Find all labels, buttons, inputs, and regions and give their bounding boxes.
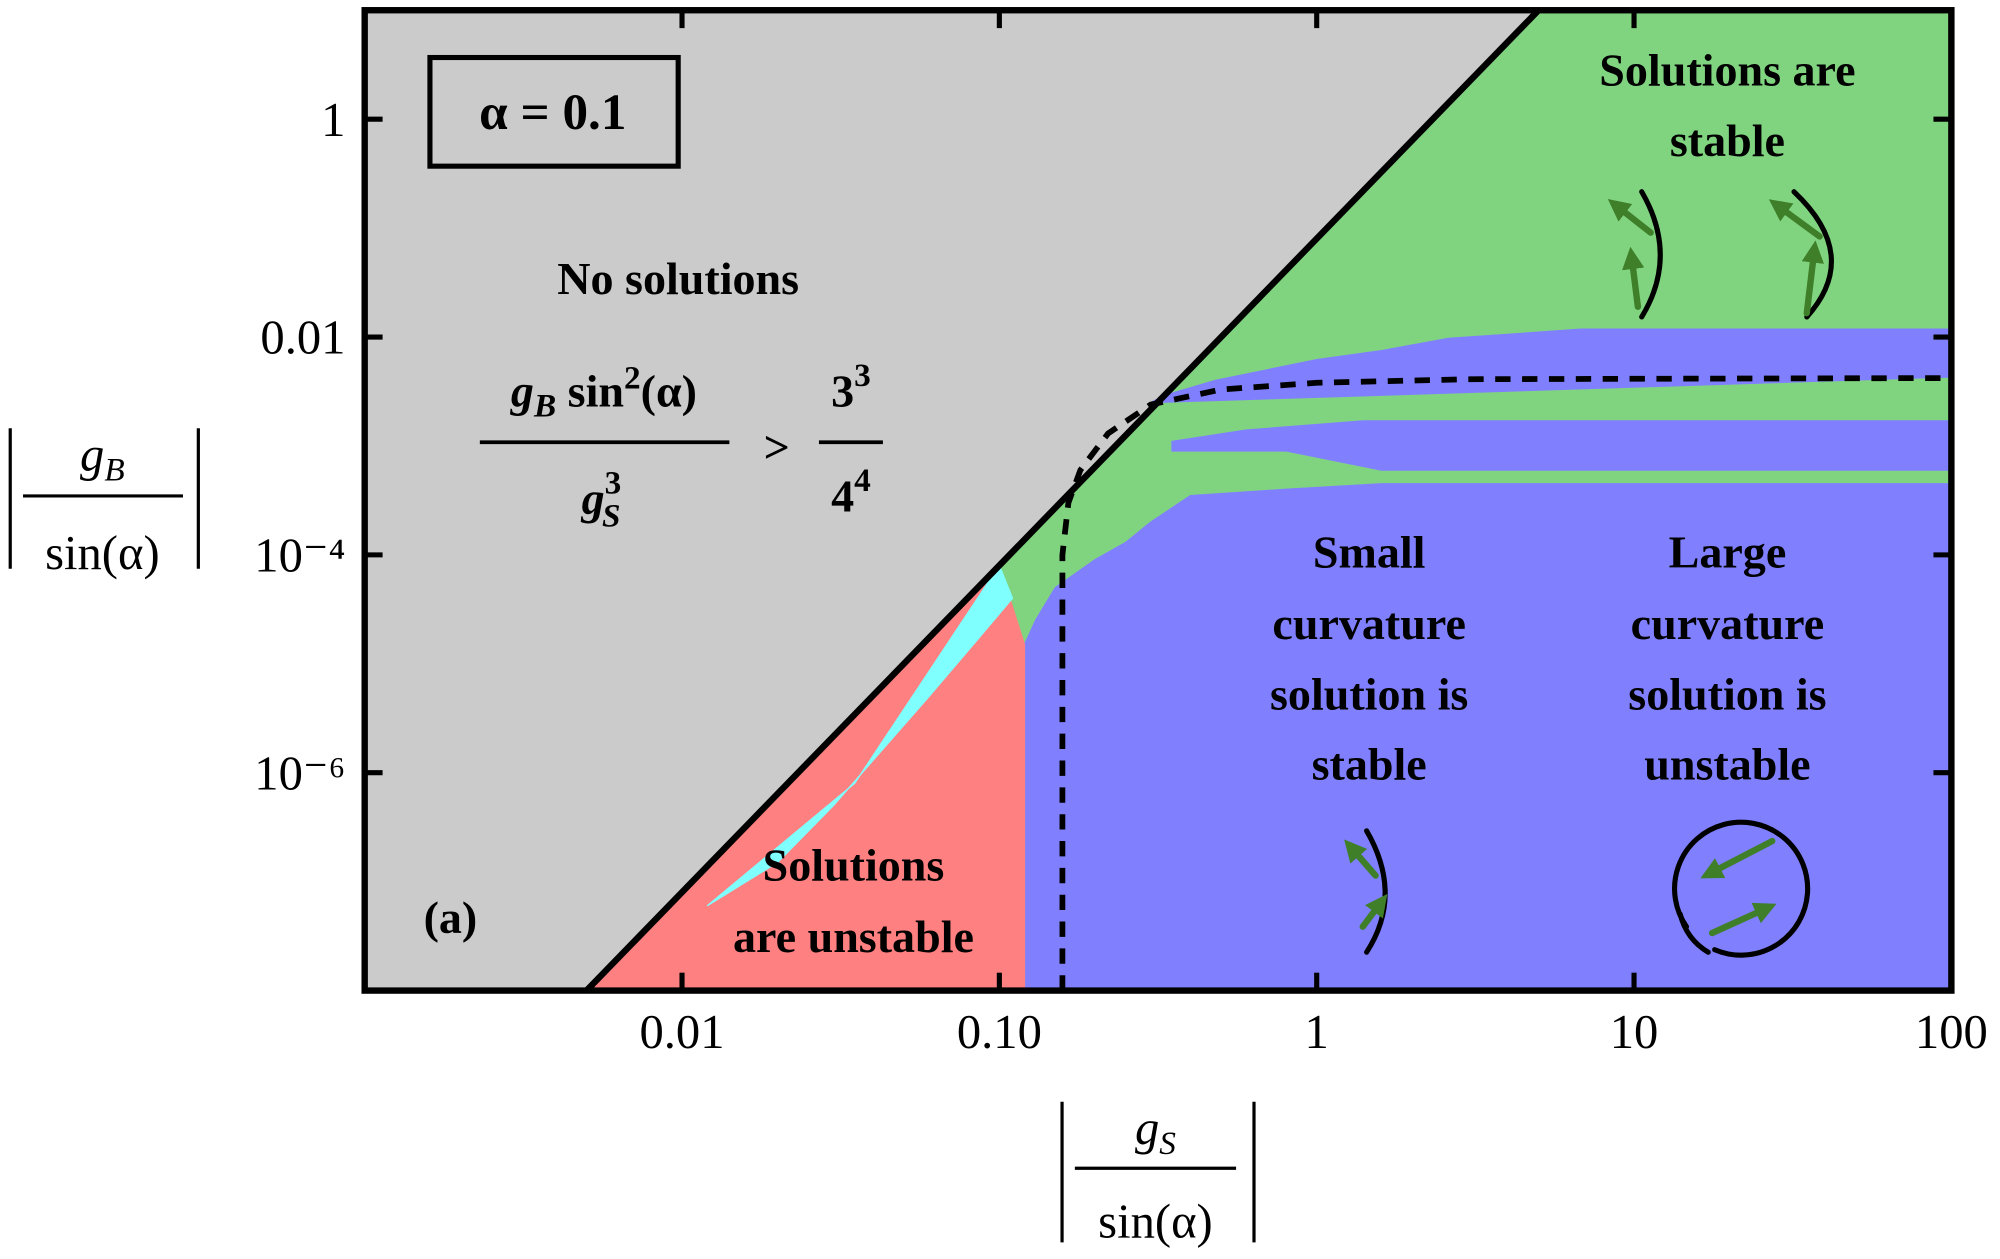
region bbox=[1171, 420, 1952, 471]
formula-power: 3 bbox=[854, 357, 871, 394]
x-tick-label: 0.10 bbox=[957, 1005, 1042, 1059]
region-label: unstable bbox=[1644, 739, 1810, 790]
y-axis-label: gB bbox=[80, 427, 125, 488]
icon-arrow bbox=[1700, 837, 1776, 879]
annotation-box bbox=[427, 54, 681, 169]
formula-base: 4 bbox=[831, 470, 854, 521]
formula-rhs-denominator: 44 bbox=[831, 462, 871, 521]
icon-arrow bbox=[1768, 199, 1823, 240]
region-label: are unstable bbox=[733, 911, 974, 962]
axis-symbol: g bbox=[80, 427, 104, 481]
region bbox=[706, 564, 1014, 907]
formula-relation: > bbox=[764, 422, 790, 473]
formula-argument: (α) bbox=[641, 365, 697, 416]
x-tick-label: 100 bbox=[1915, 1005, 1988, 1059]
icon-arrow bbox=[1344, 839, 1379, 879]
plot-frame bbox=[361, 7, 1955, 994]
y-axis-label: sin(α) bbox=[45, 526, 160, 580]
x-tick-label: 10 bbox=[1610, 1005, 1659, 1059]
formula-power: 3 bbox=[605, 464, 622, 501]
y-tick-label: 10⁻⁴ bbox=[254, 529, 345, 583]
formula-rhs-numerator: 33 bbox=[831, 357, 871, 416]
regions bbox=[364, 10, 1952, 991]
region-label: Large bbox=[1669, 527, 1787, 578]
icon-circle bbox=[1672, 819, 1811, 958]
panel-label: (a) bbox=[424, 892, 478, 943]
region-label: Solutions bbox=[763, 840, 945, 891]
formula-denominator: g3 S bbox=[581, 464, 622, 534]
icon-arc bbox=[1639, 189, 1663, 320]
region-label: Small bbox=[1313, 527, 1426, 578]
lines bbox=[584, 10, 1952, 991]
annotation: α = 0.1 bbox=[479, 84, 626, 141]
formula-power: 4 bbox=[854, 462, 871, 499]
formula-power: 2 bbox=[624, 360, 641, 397]
ticks: 0.01 0.10 1 10 100 1 0.01 10⁻⁴ 10⁻⁶ bbox=[254, 10, 1988, 1059]
icon-arc bbox=[1677, 911, 1711, 955]
formula-numerator: gB sin2(α) bbox=[510, 360, 697, 425]
region bbox=[364, 10, 1540, 991]
icon-arc bbox=[1791, 189, 1834, 320]
formula-base: 3 bbox=[831, 365, 854, 416]
icon-arrow bbox=[1801, 240, 1824, 317]
axis-subscript: S bbox=[1159, 1125, 1176, 1162]
x-tick-label: 0.01 bbox=[639, 1005, 724, 1059]
x-axis-label: gS bbox=[1135, 1101, 1176, 1162]
formula-symbol: g bbox=[510, 365, 534, 416]
y-tick-label: 10⁻⁶ bbox=[254, 746, 345, 800]
region-label: curvature bbox=[1631, 598, 1824, 649]
x-axis-label: sin(α) bbox=[1098, 1194, 1213, 1248]
icon-arrow bbox=[1708, 902, 1777, 937]
icon-arrow bbox=[1359, 893, 1388, 930]
region-label: Solutions are bbox=[1599, 45, 1855, 96]
region-label: curvature bbox=[1272, 598, 1465, 649]
icon-arrow bbox=[1622, 246, 1645, 310]
region-label: stable bbox=[1670, 115, 1785, 166]
region bbox=[1150, 328, 1952, 404]
region-label: stable bbox=[1312, 739, 1427, 790]
axis-symbol: g bbox=[1135, 1101, 1159, 1155]
formula-subscript: S bbox=[602, 498, 621, 535]
dashed-line bbox=[1059, 375, 1952, 991]
x-tick-label: 1 bbox=[1305, 1005, 1329, 1059]
stability-icons bbox=[1344, 189, 1834, 958]
formula-symbol: g bbox=[581, 473, 605, 524]
region-label: solution is bbox=[1270, 668, 1468, 719]
region-label: solution is bbox=[1628, 668, 1826, 719]
y-tick-label: 0.01 bbox=[260, 311, 345, 365]
formula-function: sin bbox=[556, 365, 624, 416]
icon-arc bbox=[1364, 828, 1388, 955]
region-label: No solutions bbox=[557, 253, 799, 304]
region bbox=[1023, 483, 1952, 991]
y-tick-label: 1 bbox=[321, 93, 345, 147]
formula-subscript: B bbox=[533, 388, 556, 425]
boundary-line bbox=[584, 10, 1541, 991]
axis-subscript: B bbox=[104, 452, 124, 489]
icon-arrow bbox=[1607, 198, 1654, 236]
